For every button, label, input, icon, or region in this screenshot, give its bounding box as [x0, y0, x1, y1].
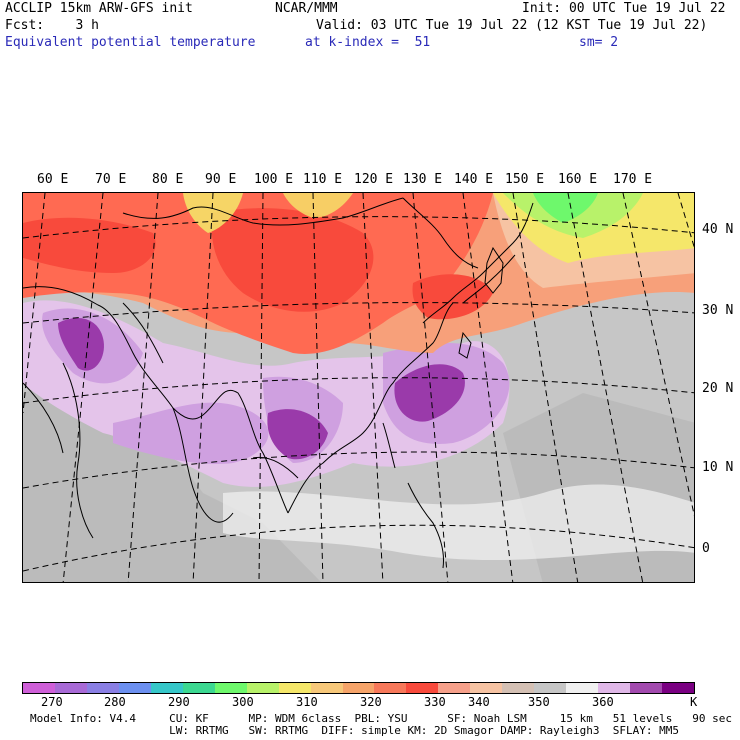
colorbar-swatch [278, 683, 311, 693]
model-title: ACCLIP 15km ARW-GFS init [5, 1, 193, 16]
coastlines [23, 197, 534, 569]
model-info-line2: LW: RRTMG SW: RRTMG DIFF: simple KM: 2D … [30, 724, 680, 737]
colorbar-label: 300 [232, 695, 254, 709]
colorbar-label: 360 [592, 695, 614, 709]
colorbar-label: 290 [168, 695, 190, 709]
org-label: NCAR/MMM [275, 1, 338, 16]
colorbar-swatch [182, 683, 215, 693]
colorbar-swatch [86, 683, 119, 693]
colorbar-swatch [406, 683, 439, 693]
lon-label: 110 E [303, 172, 343, 187]
colorbar-swatch [342, 683, 375, 693]
green-region [533, 193, 598, 223]
colorbar-swatch [310, 683, 343, 693]
colorbar-swatch [23, 683, 55, 693]
red-region [211, 208, 374, 312]
colorbar-label: 340 [468, 695, 490, 709]
lat-label: 0 [702, 541, 710, 556]
valid-time: Valid: 03 UTC Tue 19 Jul 22 (12 KST Tue … [316, 18, 708, 33]
purple-core [267, 409, 328, 460]
colorbar-unit: K [690, 695, 698, 709]
colorbar-swatch [470, 683, 503, 693]
colorbar-label: 270 [41, 695, 63, 709]
lon-label: 90 E [205, 172, 237, 187]
colorbar-swatch [54, 683, 87, 693]
lat-label: 20 N [702, 381, 734, 396]
colorbar-swatch [438, 683, 471, 693]
colorbar-swatch [246, 683, 279, 693]
model-info-line1: Model Info: V4.4 CU: KF MP: WDM 6class P… [30, 712, 732, 725]
colorbar-swatch [534, 683, 567, 693]
colorbar [22, 682, 695, 694]
lon-label: 150 E [505, 172, 545, 187]
red-region [23, 217, 156, 273]
purple-core [58, 318, 104, 371]
colorbar-swatch [374, 683, 407, 693]
smoothing-label: sm= 2 [579, 35, 619, 50]
lon-label: 130 E [403, 172, 443, 187]
lat-label: 40 N [702, 222, 734, 237]
purple-core [394, 364, 465, 422]
colorbar-swatch [662, 683, 695, 693]
light-purple-region [113, 402, 269, 464]
lon-label: 100 E [254, 172, 294, 187]
field-name: Equivalent potential temperature [5, 35, 256, 50]
lat-label: 10 N [702, 460, 734, 475]
pale-region [223, 484, 694, 561]
forecast-hour: Fcst: 3 h [5, 18, 99, 33]
colorbar-label: 350 [528, 695, 550, 709]
colorbar-swatch [502, 683, 535, 693]
colorbar-swatch [118, 683, 151, 693]
lon-label: 140 E [454, 172, 494, 187]
lon-label: 170 E [613, 172, 653, 187]
lon-label: 120 E [354, 172, 394, 187]
colorbar-swatch [566, 683, 599, 693]
colorbar-swatch [598, 683, 631, 693]
lon-label: 80 E [152, 172, 184, 187]
colorbar-swatch [150, 683, 183, 693]
colorbar-swatch [630, 683, 663, 693]
colorbar-label: 310 [296, 695, 318, 709]
level-label: at k-index = 51 [305, 35, 431, 50]
lat-label: 30 N [702, 303, 734, 318]
yellow-region [183, 193, 243, 233]
yellow-region [283, 193, 353, 218]
graticule [23, 193, 694, 582]
colorbar-swatch [214, 683, 247, 693]
lon-label: 70 E [95, 172, 127, 187]
init-time: Init: 00 UTC Tue 19 Jul 22 [522, 1, 726, 16]
colorbar-label: 280 [104, 695, 126, 709]
red-region [412, 274, 493, 320]
lon-label: 160 E [558, 172, 598, 187]
colorbar-label: 330 [424, 695, 446, 709]
lon-label: 60 E [37, 172, 69, 187]
colorbar-label: 320 [360, 695, 382, 709]
theta-e-map [22, 192, 695, 583]
